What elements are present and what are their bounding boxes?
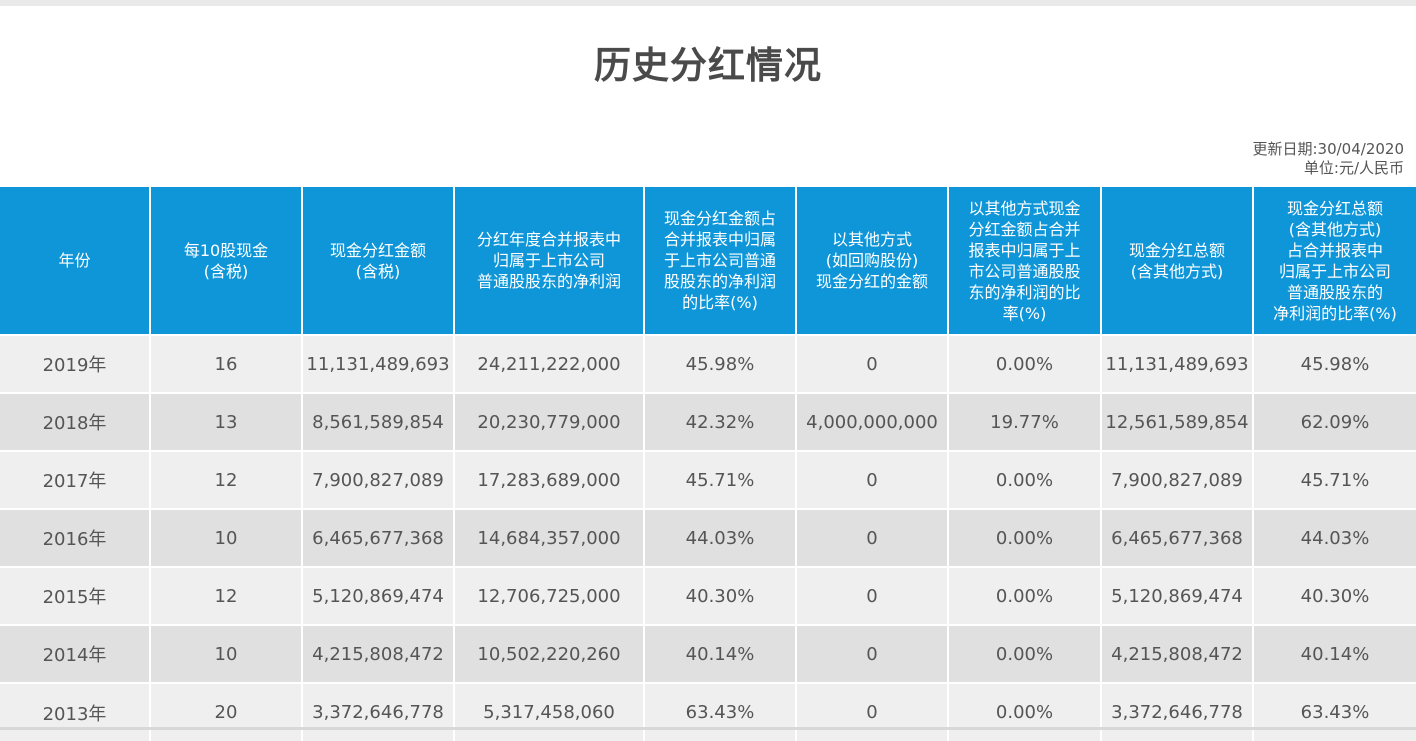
col-header-total-ratio: 现金分红总额 (含其他方式) 占合并报表中 归属于上市公司 普通股股东的 净利润的比率(%… (1252, 187, 1416, 335)
table-cell: 7,900,827,089 (1100, 450, 1253, 509)
table-cell: 5,120,869,474 (301, 566, 454, 625)
table-row: 2013年 20 3,372,646,778 5,317,458,060 63.43% 0… (0, 682, 1416, 741)
table-cell: 14,684,357,000 (453, 508, 644, 567)
table-row: 2014年 10 4,215,808,472 10,502,220,260 40.14%… (0, 624, 1416, 683)
update-date: 更新日期:30/04/2020 (1252, 140, 1404, 158)
table-cell: 5,120,869,474 (1100, 566, 1253, 625)
col-header-other-cash-dividend: 以其他方式 (如回购股份) 现金分红的金额 (795, 187, 948, 335)
table-cell: 11,131,489,693 (1100, 334, 1253, 393)
table-row: 2018年 13 8,561,589,854 20,230,779,000 42.32%… (0, 392, 1416, 451)
table-cell: 45.71% (1252, 450, 1416, 509)
table-cell: 12,561,589,854 (1100, 392, 1253, 451)
table-cell: 40.30% (643, 566, 796, 625)
table-cell: 0 (795, 624, 948, 683)
table-cell: 10 (149, 624, 302, 683)
table-cell: 20 (149, 682, 302, 741)
table-cell: 24,211,222,000 (453, 334, 644, 393)
table-cell: 3,372,646,778 (1100, 682, 1253, 741)
table-cell: 42.32% (643, 392, 796, 451)
table-cell: 4,215,808,472 (1100, 624, 1253, 683)
table-cell: 0 (795, 334, 948, 393)
table-cell: 12,706,725,000 (453, 566, 644, 625)
table-cell: 10 (149, 508, 302, 567)
col-header-cash-per-10-shares: 每10股现金 (含税) (149, 187, 302, 335)
table-cell: 8,561,589,854 (301, 392, 454, 451)
table-cell: 12 (149, 450, 302, 509)
table-row: 2019年 16 11,131,489,693 24,211,222,000 45.98… (0, 334, 1416, 393)
currency-unit: 单位:元/人民币 (1303, 159, 1404, 177)
table-row: 2017年 12 7,900,827,089 17,283,689,000 45.71%… (0, 450, 1416, 509)
col-header-net-profit: 分红年度合并报表中 归属于上市公司 普通股股东的净利润 (453, 187, 644, 335)
dividend-history-table: 年份 每10股现金 (含税) 现金分红金额 (含税) 分红年度合并报表中 归属于上市公… (0, 187, 1416, 741)
col-header-other-ratio: 以其他方式现金 分红金额占合并 报表中归属于上 市公司普通股股 东的净利润的比 率(%) (947, 187, 1101, 335)
table-cell: 11,131,489,693 (301, 334, 454, 393)
table-body: 2019年 16 11,131,489,693 24,211,222,000 45.98… (0, 334, 1416, 741)
table-cell: 2018年 (0, 392, 150, 451)
table-cell: 44.03% (1252, 508, 1416, 567)
top-bar (0, 0, 1416, 6)
table-cell: 40.14% (643, 624, 796, 683)
table-cell: 63.43% (1252, 682, 1416, 741)
table-cell: 0 (795, 682, 948, 741)
table-cell: 6,465,677,368 (1100, 508, 1253, 567)
table-cell: 2013年 (0, 682, 150, 741)
table-cell: 2019年 (0, 334, 150, 393)
table-cell: 0.00% (947, 334, 1101, 393)
table-cell: 0.00% (947, 624, 1101, 683)
table-cell: 13 (149, 392, 302, 451)
col-header-cash-dividend: 现金分红金额 (含税) (301, 187, 454, 335)
table-cell: 0.00% (947, 508, 1101, 567)
table-cell: 0 (795, 508, 948, 567)
table-cell: 2014年 (0, 624, 150, 683)
table-row: 2016年 10 6,465,677,368 14,684,357,000 44.03%… (0, 508, 1416, 567)
table-cell: 4,000,000,000 (795, 392, 948, 451)
table-cell: 0.00% (947, 566, 1101, 625)
table-cell: 0 (795, 566, 948, 625)
table-cell: 3,372,646,778 (301, 682, 454, 741)
table-meta: 更新日期:30/04/2020 单位:元/人民币 (1252, 140, 1404, 178)
table-cell: 44.03% (643, 508, 796, 567)
table-cell: 5,317,458,060 (453, 682, 644, 741)
table-cell: 63.43% (643, 682, 796, 741)
table-cell: 45.71% (643, 450, 796, 509)
table-cell: 10,502,220,260 (453, 624, 644, 683)
table-cell: 4,215,808,472 (301, 624, 454, 683)
col-header-payout-ratio: 现金分红金额占 合并报表中归属 于上市公司普通 股股东的净利润 的比率(%) (643, 187, 796, 335)
table-cell: 12 (149, 566, 302, 625)
col-header-year: 年份 (0, 187, 150, 335)
table-cell: 45.98% (1252, 334, 1416, 393)
table-cell: 17,283,689,000 (453, 450, 644, 509)
table-cell: 40.30% (1252, 566, 1416, 625)
table-cell: 45.98% (643, 334, 796, 393)
table-cell: 6,465,677,368 (301, 508, 454, 567)
table-header-row: 年份 每10股现金 (含税) 现金分红金额 (含税) 分红年度合并报表中 归属于上市公… (0, 187, 1416, 335)
table-cell: 16 (149, 334, 302, 393)
table-row: 2015年 12 5,120,869,474 12,706,725,000 40.30%… (0, 566, 1416, 625)
bottom-divider (0, 727, 1416, 730)
table-cell: 19.77% (947, 392, 1101, 451)
col-header-total-dividend: 现金分红总额 (含其他方式) (1100, 187, 1253, 335)
table-cell: 0 (795, 450, 948, 509)
table-cell: 2017年 (0, 450, 150, 509)
table-cell: 0.00% (947, 682, 1101, 741)
table-cell: 40.14% (1252, 624, 1416, 683)
table-cell: 20,230,779,000 (453, 392, 644, 451)
table-cell: 2015年 (0, 566, 150, 625)
table-cell: 2016年 (0, 508, 150, 567)
page-title: 历史分红情况 (594, 43, 822, 87)
table-cell: 62.09% (1252, 392, 1416, 451)
table-cell: 7,900,827,089 (301, 450, 454, 509)
table-cell: 0.00% (947, 450, 1101, 509)
